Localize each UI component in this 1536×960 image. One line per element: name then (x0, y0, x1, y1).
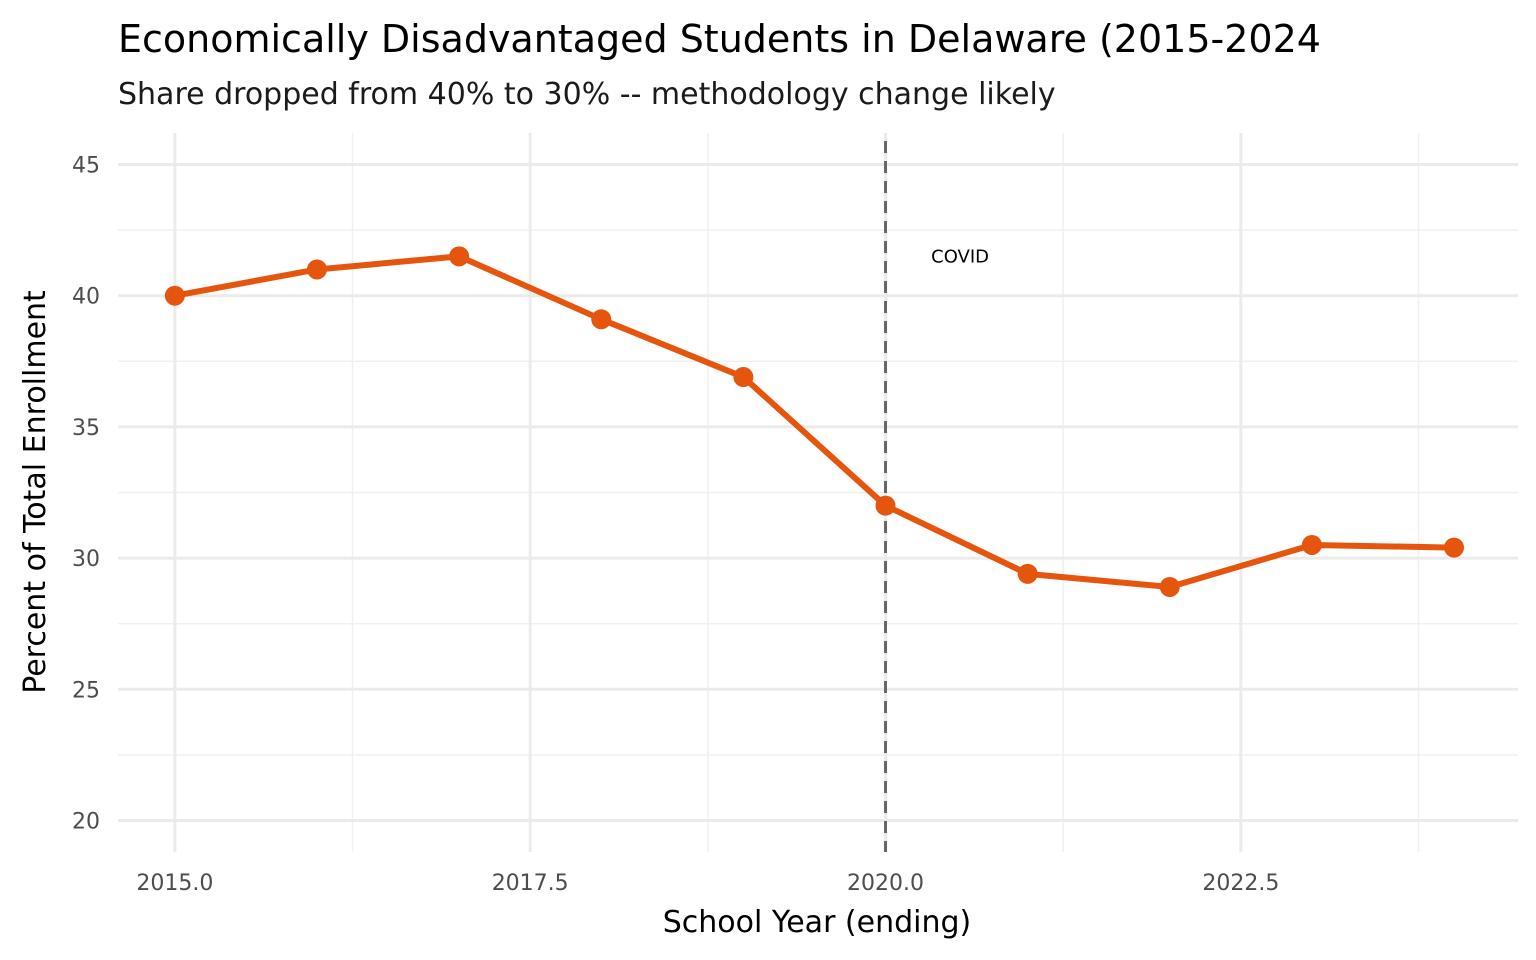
chart-subtitle: Share dropped from 40% to 30% -- methodo… (118, 77, 1056, 112)
y-tick-label: 20 (72, 810, 100, 835)
marks (164, 141, 1465, 852)
grid: 2015.0 2017.5 2020.0 2022.5 20 25 30 35 40 45 (72, 133, 1518, 896)
data-point (1444, 537, 1465, 558)
data-point (1301, 534, 1322, 555)
y-tick-label: 40 (72, 285, 100, 310)
y-tick-label: 30 (72, 547, 100, 572)
y-axis-label: Percent of Total Enrollment (18, 290, 53, 694)
y-tick-label: 25 (72, 678, 100, 703)
x-tick-label: 2020.0 (847, 871, 924, 896)
x-tick-label: 2015.0 (136, 871, 213, 896)
data-point (591, 309, 612, 330)
chart-title: Economically Disadvantaged Students in D… (118, 17, 1321, 61)
y-tick-label: 45 (72, 153, 100, 178)
data-point (306, 259, 327, 280)
x-tick-label: 2022.5 (1202, 871, 1279, 896)
data-point (1017, 563, 1038, 584)
data-point (875, 495, 896, 516)
data-point (733, 367, 754, 388)
data-point (449, 246, 470, 267)
x-tick-label: 2017.5 (492, 871, 569, 896)
y-tick-label: 35 (72, 416, 100, 441)
data-point (164, 285, 185, 306)
x-axis-label: School Year (ending) (663, 905, 972, 940)
covid-annotation: COVID (931, 246, 989, 267)
series-line (174, 253, 1455, 590)
data-point (1159, 576, 1180, 597)
